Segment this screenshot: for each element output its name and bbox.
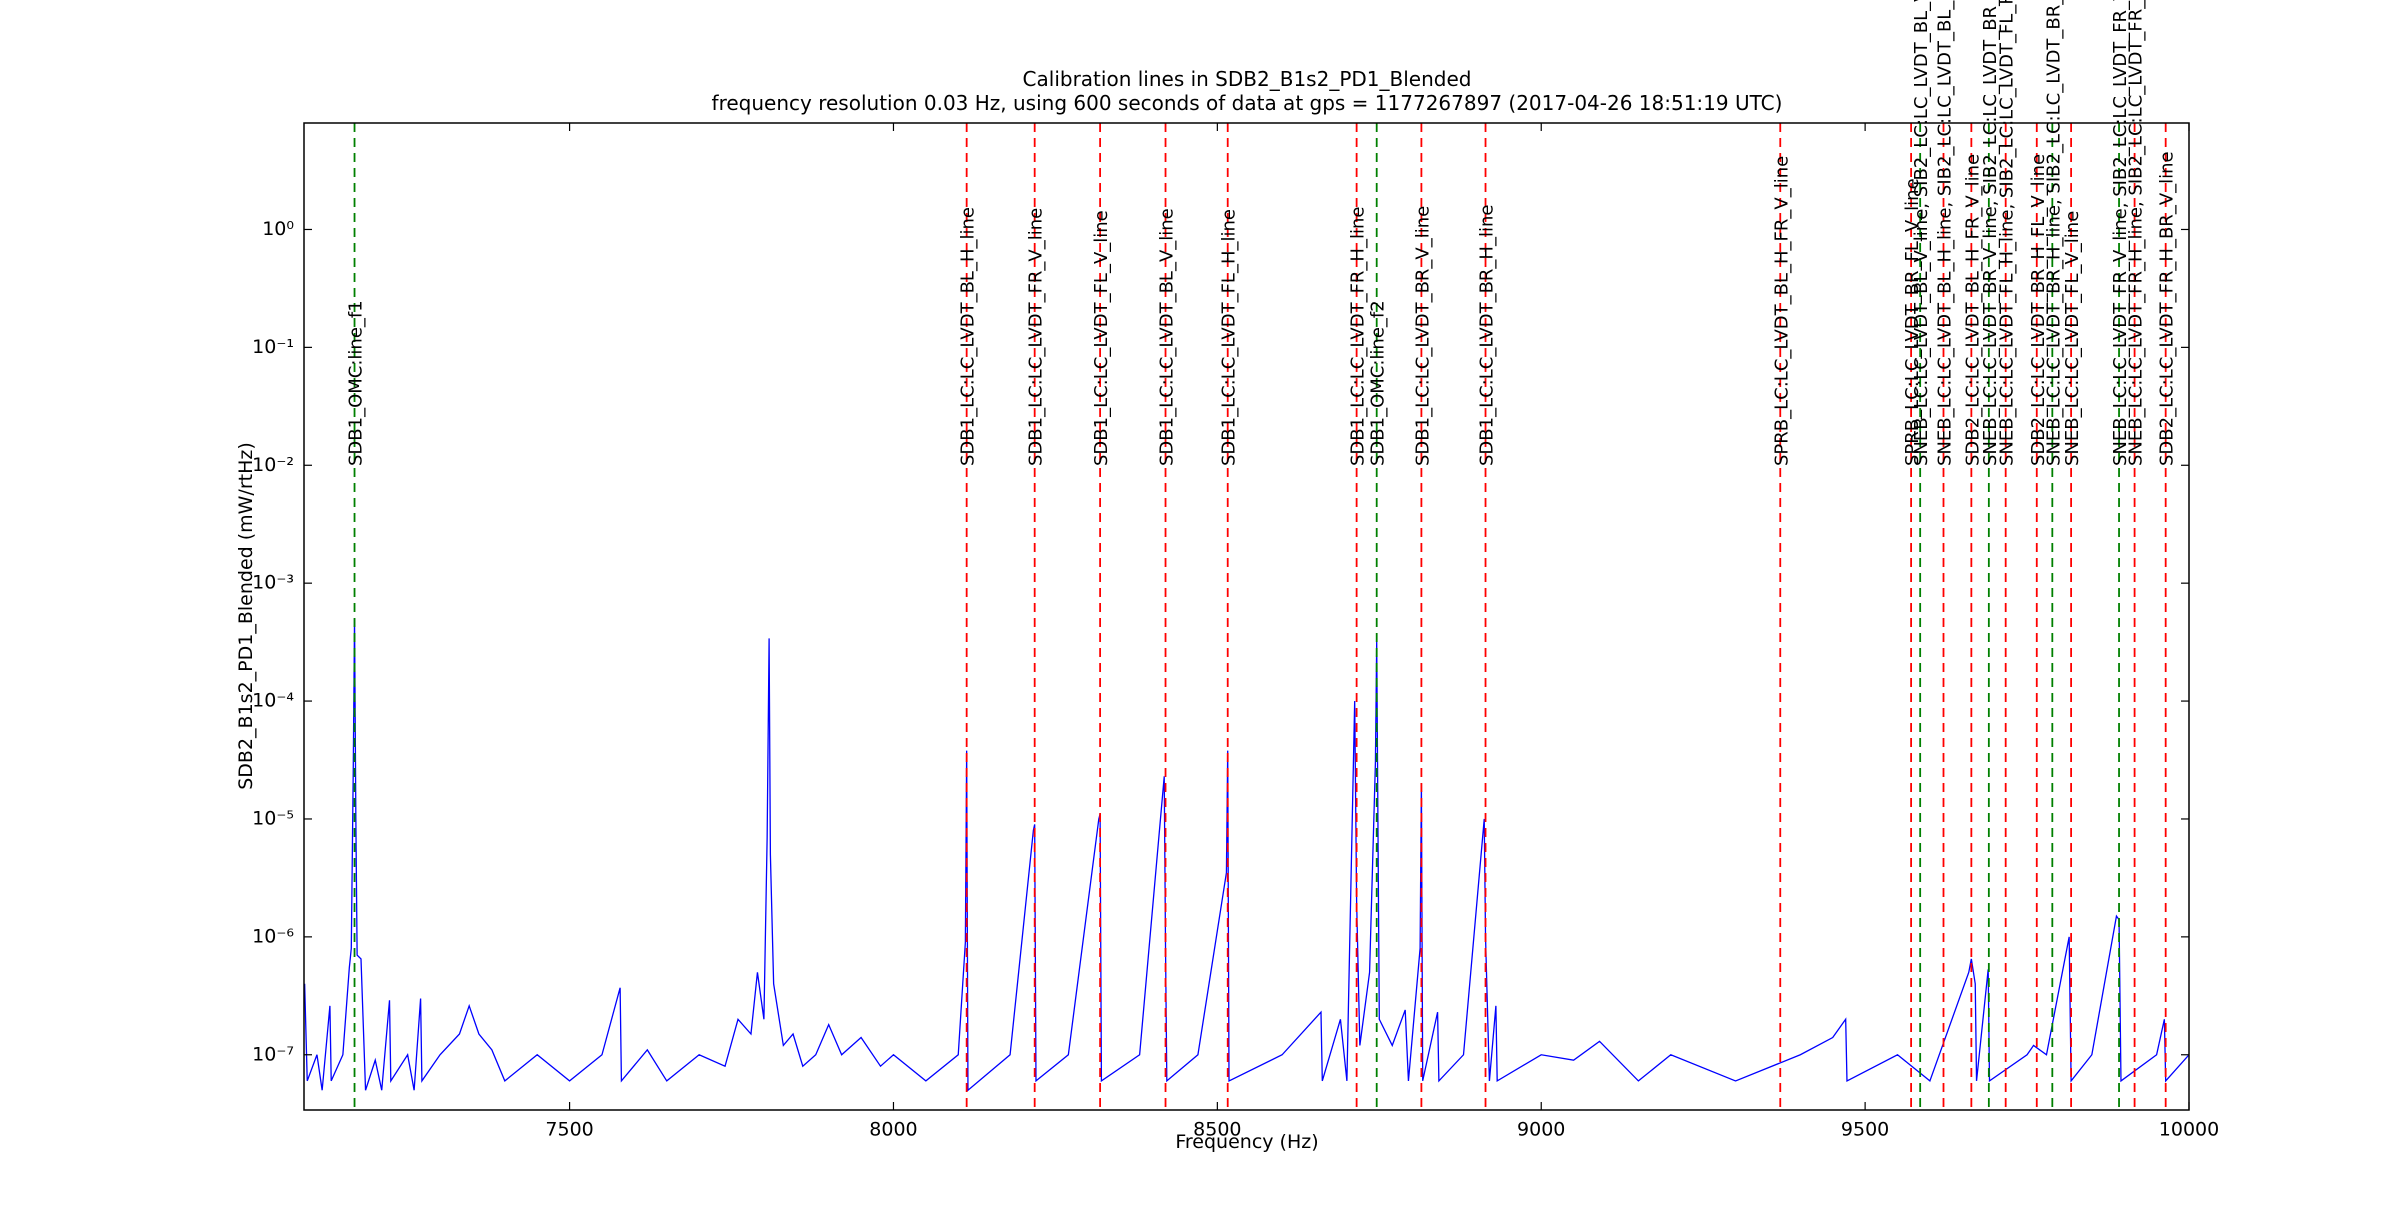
calibration-label: SDB1_LC:LC_LVDT_BR_V_line	[1412, 206, 1433, 466]
calibration-label: SDB2_LC:LC_LVDT_BL_H_FR_V_line	[1962, 154, 1983, 466]
chart-subtitle: frequency resolution 0.03 Hz, using 600 …	[712, 91, 1783, 115]
chart-title: Calibration lines in SDB2_B1s2_PD1_Blend…	[1023, 67, 1472, 91]
calibration-label: SDB1_OMC:line_f1	[346, 300, 367, 466]
calibration-label: SNEB_LC:LC_LVDT_FR_V_line, SIB2_LC:LC_LV…	[2110, 0, 2131, 466]
calibration-label: SPRB_LC:LC_LVDT_BR_FL_V_line	[1902, 178, 1923, 466]
calibration-label: SDB1_LC:LC_LVDT_FR_V_line	[1026, 208, 1047, 466]
calibration-label: SNEB_LC:LC_LVDT_BR_V_line, SIB2_LC:LC_LV…	[1980, 0, 2001, 466]
y-tick-label: 10⁻¹	[252, 336, 294, 358]
calibration-label: SDB1_LC:LC_LVDT_FL_V_line	[1091, 210, 1112, 466]
plot-frame	[303, 122, 2190, 1111]
x-tick-label: 10000	[2159, 1119, 2219, 1141]
calibration-label: SDB1_LC:LC_LVDT_BR_H_line	[1477, 205, 1498, 466]
calibration-label: SNEB_LC:LC_LVDT_BL_H_line, SIB2_LC:LC_LV…	[1934, 0, 1955, 466]
calibration-label: SDB1_OMC:line_f2	[1368, 300, 1389, 466]
y-axis-label: SDB2_B1s2_PD1_Blended (mW/rtHz)	[235, 442, 257, 790]
calibration-label: SNEB_LC:LC_LVDT_FL_H_line, SIB2_LC:LC_LV…	[1997, 0, 2018, 466]
x-tick-label: 7500	[545, 1119, 593, 1141]
x-tick-label: 9000	[1517, 1119, 1565, 1141]
x-axis-label: Frequency (Hz)	[1175, 1131, 1318, 1153]
calibration-label: SNEB_LC:LC_LVDT_FL_V_line	[2062, 211, 2083, 466]
calibration-label: SNEB_LC:LC_LVDT_FR_H_line, SIB2_LC:LC_LV…	[2126, 0, 2147, 466]
calibration-label: SDB2_LC:LC_LVDT_FR_H_BR_V_line	[2157, 151, 2178, 466]
y-tick-label: 10⁰	[262, 218, 294, 240]
calibration-label: SPRB_LC:LC_LVDT_BL_H_FR_V_line	[1771, 156, 1792, 466]
x-tick-label: 8000	[869, 1119, 917, 1141]
y-tick-label: 10⁻⁵	[252, 807, 294, 829]
calibration-label: SNEB_LC:LC_LVDT_BR_H_line, SIB2_LC:LC_LV…	[2043, 0, 2064, 466]
y-tick-label: 10⁻²	[252, 454, 294, 476]
calibration-label: SDB1_LC:LC_LVDT_FL_H_line	[1219, 209, 1240, 466]
y-tick-label: 10⁻³	[252, 572, 294, 594]
x-tick-label: 9500	[1841, 1119, 1889, 1141]
x-tick-label: 8500	[1193, 1119, 1241, 1141]
calibration-label: SNEB_LC:LC_LVDT_BL_V_line, SIB2_LC:LC_LV…	[1911, 0, 1932, 466]
calibration-label: SDB2_LC:LC_LVDT_BR_H_FL_V_line	[2028, 154, 2049, 466]
y-tick-label: 10⁻⁴	[252, 690, 294, 712]
y-tick-label: 10⁻⁷	[252, 1043, 294, 1065]
calibration-label: SDB1_LC:LC_LVDT_BL_H_line	[958, 207, 979, 466]
calibration-label: SDB1_LC:LC_LVDT_FR_H_line	[1348, 207, 1369, 466]
spectrum-line	[304, 618, 2189, 1092]
calibration-label: SDB1_LC:LC_LVDT_BL_V_line	[1157, 208, 1178, 466]
y-tick-label: 10⁻⁶	[252, 925, 294, 947]
